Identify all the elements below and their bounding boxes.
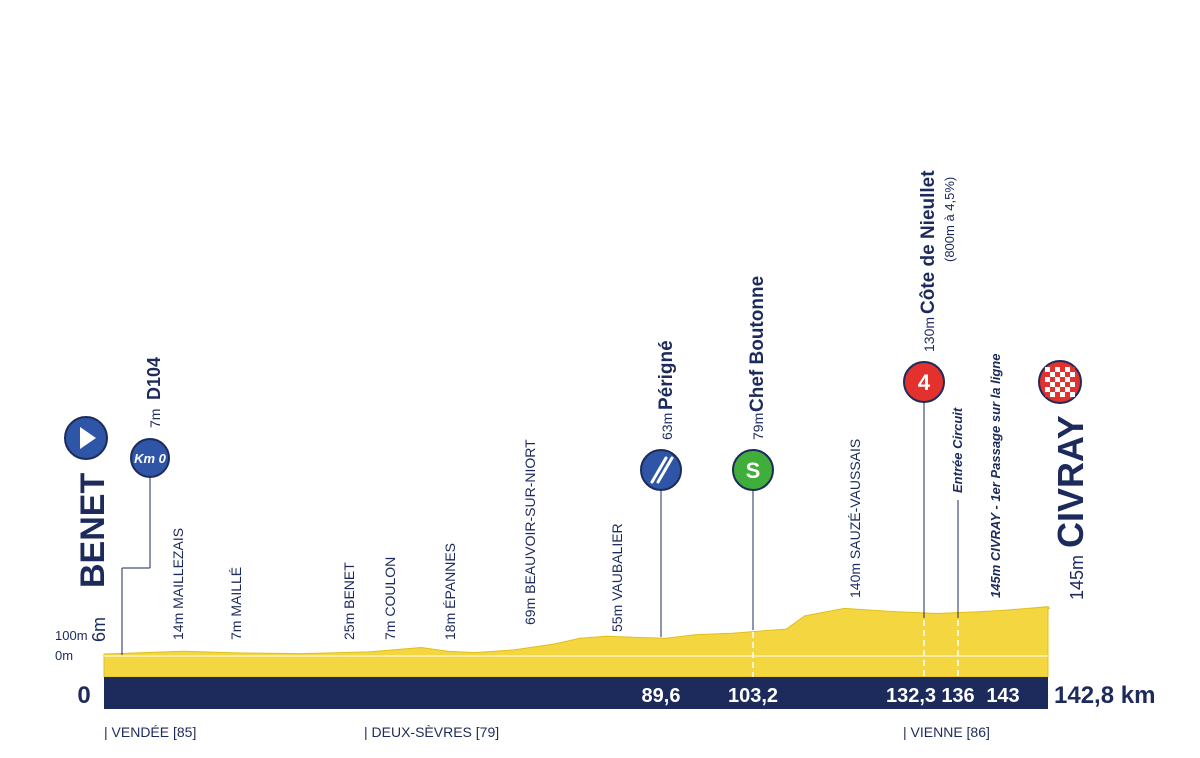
km0-altitude: 7m [147, 409, 163, 428]
start-altitude: 6m [89, 617, 109, 642]
km-label-143: 143 [986, 685, 1019, 707]
department-vienne: | VIENNE [86] [903, 724, 990, 740]
checker-square [1055, 372, 1060, 377]
checker-square [1055, 387, 1060, 392]
start-icon [64, 416, 108, 460]
waypoint-epannes: 18m ÉPANNES [442, 543, 458, 640]
checker-square [1065, 382, 1070, 387]
checker-square [1050, 387, 1055, 392]
department-vendee: | VENDÉE [85] [104, 724, 196, 740]
start-km-label: 0 [77, 682, 90, 709]
sprint-icon-label: S [746, 458, 761, 483]
feed-zone-icon [640, 449, 682, 491]
checker-square [1070, 387, 1075, 392]
cote-nieullet-name: Côte de Nieullet [918, 170, 939, 314]
finish-icon [1038, 360, 1082, 404]
circuit-entry-label: Entrée Circuit [950, 407, 965, 493]
checker-square [1060, 372, 1065, 377]
waypoint-benet: 25m BENET [341, 562, 357, 640]
checker-square [1050, 392, 1055, 397]
distance-bar [104, 677, 1048, 709]
checker-square [1060, 382, 1065, 387]
waypoint-beauvoir-sur-niort: 69m BEAUVOIR-SUR-NIORT [522, 439, 538, 625]
checker-square [1055, 382, 1060, 387]
km-label-perigne: 89,6 [642, 685, 681, 707]
start-town-name: BENET [74, 473, 112, 588]
checker-square [1045, 382, 1050, 387]
checker-square [1050, 367, 1055, 372]
checker-square [1050, 377, 1055, 382]
checker-square [1055, 377, 1060, 382]
checker-square [1060, 377, 1065, 382]
waypoint-maille: 7m MAILLÉ [228, 567, 244, 640]
checker-square [1070, 377, 1075, 382]
waypoint-civray-first-pass: 145m CIVRAY - 1er Passage sur la ligne [988, 354, 1003, 598]
sprint-icon [732, 449, 774, 491]
checker-square [1045, 367, 1050, 372]
checker-square [1060, 392, 1065, 397]
y-axis-label-100m: 100m [55, 628, 88, 643]
checker-square [1050, 382, 1055, 387]
checker-square [1045, 392, 1050, 397]
km0-icon [130, 438, 170, 478]
perigne-altitude: 63m [659, 413, 675, 440]
finish-town-name: CIVRAY [1050, 415, 1091, 548]
checker-square [1065, 387, 1070, 392]
checker-square [1065, 392, 1070, 397]
cote-nieullet-altitude: 130m [921, 317, 937, 352]
checker-square [1070, 367, 1075, 372]
waypoint-maillezais: 14m MAILLEZAIS [170, 528, 186, 640]
climb-category-label: 4 [918, 370, 931, 395]
km-label-cote-nieullet: 132,3 [886, 685, 936, 707]
km-label-circuit: 136 [941, 685, 974, 707]
department-deux-sevres: | DEUX-SÈVRES [79] [364, 724, 499, 740]
checker-square [1045, 377, 1050, 382]
climb-category-icon [903, 361, 945, 403]
checker-square [1050, 372, 1055, 377]
chef-boutonne-altitude: 79m [750, 413, 766, 440]
elevation-profile-area [103, 606, 1051, 678]
chef-boutonne-name: Chef Boutonne [747, 276, 768, 412]
checker-square [1070, 392, 1075, 397]
checker-square [1055, 392, 1060, 397]
checker-square [1060, 367, 1065, 372]
waypoint-coulon: 7m COULON [382, 557, 398, 640]
checker-square [1055, 367, 1060, 372]
km0-name: D104 [144, 357, 164, 400]
checker-square [1070, 382, 1075, 387]
finish-km-label: 142,8 km [1054, 682, 1155, 709]
y-axis-label-0m: 0m [55, 648, 73, 663]
waypoint-sauze-vaussais: 140m SAUZÉ-VAUSSAIS [847, 439, 863, 598]
checker-square [1045, 387, 1050, 392]
finish-altitude: 145m [1067, 555, 1087, 600]
checker-square [1070, 372, 1075, 377]
checker-square [1065, 377, 1070, 382]
km0-icon-label: Km 0 [134, 451, 167, 466]
checker-square [1065, 367, 1070, 372]
checker-square [1065, 372, 1070, 377]
checker-square [1045, 372, 1050, 377]
cote-nieullet-detail: (800m à 4,5%) [942, 177, 957, 262]
waypoint-vaubalier: 55m VAUBALIER [609, 523, 625, 632]
km-label-chef-boutonne: 103,2 [728, 685, 778, 707]
perigne-name: Périgné [656, 340, 677, 410]
checker-square [1060, 387, 1065, 392]
